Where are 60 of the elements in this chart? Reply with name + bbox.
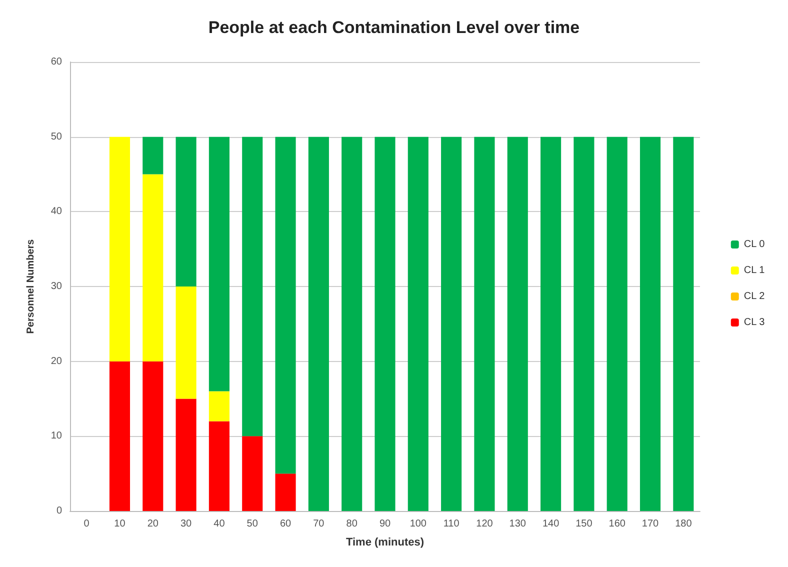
- x-axis-title: Time (minutes): [346, 536, 424, 548]
- legend-label: CL 1: [744, 265, 766, 276]
- x-tick-label: 110: [443, 518, 460, 530]
- x-tick-label: 120: [476, 518, 494, 530]
- bar: [242, 136, 263, 436]
- bar: [275, 474, 296, 511]
- y-tick-label: 40: [50, 206, 62, 218]
- bar: [142, 361, 164, 511]
- x-tick-label: 160: [608, 518, 626, 530]
- x-tick-label: 20: [147, 518, 159, 530]
- bar: [673, 136, 694, 511]
- x-tick-label: 170: [642, 518, 660, 530]
- x-tick-label: 80: [346, 518, 358, 530]
- chart-title: People at each Contamination Level over time: [208, 18, 580, 37]
- y-tick-label: 10: [50, 430, 62, 442]
- bar: [208, 136, 230, 392]
- bar: [540, 136, 562, 511]
- x-tick-label: 0: [84, 518, 90, 530]
- y-axis-title: Personnel Numbers: [26, 238, 36, 334]
- bar: [574, 136, 594, 511]
- bar: [208, 391, 230, 422]
- bar: [109, 361, 130, 511]
- bar: [242, 436, 263, 511]
- bar: [176, 398, 196, 511]
- bar: [308, 136, 329, 511]
- bar: [507, 136, 528, 511]
- x-tick-label: 140: [542, 518, 560, 530]
- y-tick-label: 50: [50, 131, 62, 142]
- y-tick-label: 20: [50, 356, 62, 367]
- bar: [374, 136, 396, 511]
- bar: [342, 136, 362, 511]
- x-tick-label: 40: [214, 518, 226, 530]
- x-tick-label: 50: [246, 518, 258, 530]
- x-tick-label: 180: [675, 518, 692, 530]
- bar: [474, 136, 495, 511]
- bar: [441, 136, 462, 511]
- y-tick-label: 60: [50, 56, 62, 68]
- bar: [109, 136, 130, 362]
- bar: [142, 174, 164, 362]
- bar: [142, 136, 164, 174]
- bar: [208, 421, 230, 511]
- legend-label: CL 2: [744, 291, 766, 302]
- x-tick-label: 90: [379, 518, 391, 530]
- x-tick-label: 100: [410, 518, 427, 530]
- x-tick-label: 30: [180, 518, 192, 530]
- x-tick-label: 130: [509, 518, 526, 530]
- legend-label: CL 3: [744, 317, 766, 328]
- x-tick-label: 10: [114, 518, 126, 530]
- legend-label: CL 0: [744, 239, 766, 250]
- bar: [606, 136, 628, 511]
- bar: [275, 136, 296, 474]
- x-tick-label: 70: [313, 518, 325, 530]
- y-tick-label: 0: [56, 506, 62, 516]
- y-tick-label: 30: [50, 281, 62, 292]
- x-tick-label: 150: [576, 518, 593, 530]
- x-tick-label: 60: [280, 518, 292, 530]
- bar: [176, 136, 196, 286]
- bar: [640, 136, 661, 511]
- bar: [408, 136, 428, 511]
- bar: [176, 286, 196, 399]
